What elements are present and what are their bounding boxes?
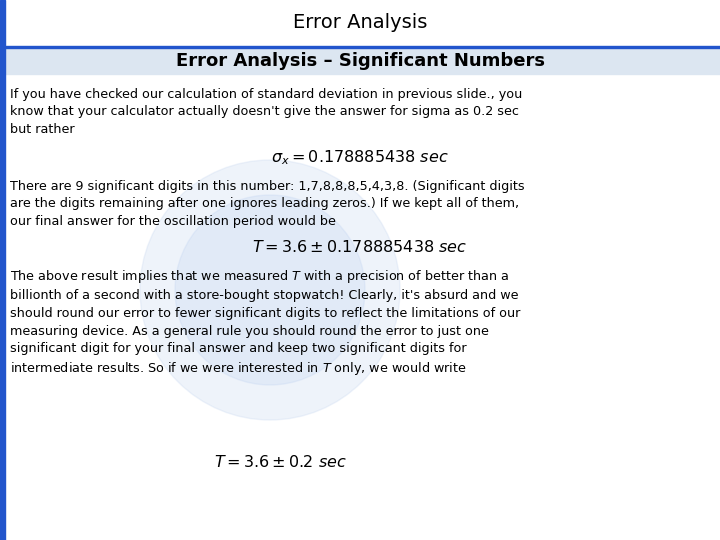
Text: Error Analysis – Significant Numbers: Error Analysis – Significant Numbers [176, 52, 544, 70]
Text: Error Analysis: Error Analysis [293, 14, 427, 32]
Bar [0, 0, 5, 540]
Text: $T = 3.6 \pm 0.2$ sec: $T = 3.6 \pm 0.2$ sec [214, 454, 346, 470]
Text: There are 9 significant digits in this number: 1,7,8,8,8,5,4,3,8. (Significant d: There are 9 significant digits in this n… [10, 180, 525, 228]
Bar [0, 46, 720, 48]
Text: The above result implies that we measured $T$ with a precision of better than a
: The above result implies that we measure… [10, 268, 521, 377]
Circle shape [140, 160, 400, 420]
Text: $\sigma_x = 0.178885438$ sec: $\sigma_x = 0.178885438$ sec [271, 148, 449, 167]
Bar [5, 48, 720, 74]
Text: If you have checked our calculation of standard deviation in previous slide., yo: If you have checked our calculation of s… [10, 88, 522, 136]
Text: $T = 3.6 \pm 0.178885438$ sec: $T = 3.6 \pm 0.178885438$ sec [253, 239, 467, 255]
Circle shape [175, 195, 365, 385]
